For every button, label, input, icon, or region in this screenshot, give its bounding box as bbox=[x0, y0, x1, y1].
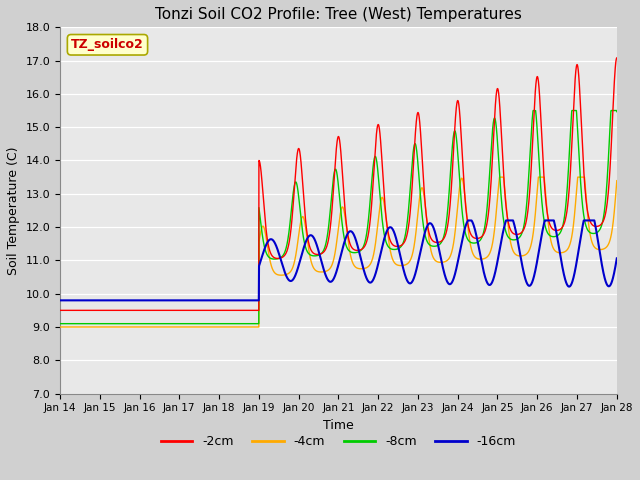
X-axis label: Time: Time bbox=[323, 419, 354, 432]
Y-axis label: Soil Temperature (C): Soil Temperature (C) bbox=[7, 146, 20, 275]
Title: Tonzi Soil CO2 Profile: Tree (West) Temperatures: Tonzi Soil CO2 Profile: Tree (West) Temp… bbox=[155, 7, 522, 22]
Text: TZ_soilco2: TZ_soilco2 bbox=[71, 38, 144, 51]
Legend: -2cm, -4cm, -8cm, -16cm: -2cm, -4cm, -8cm, -16cm bbox=[156, 430, 521, 453]
